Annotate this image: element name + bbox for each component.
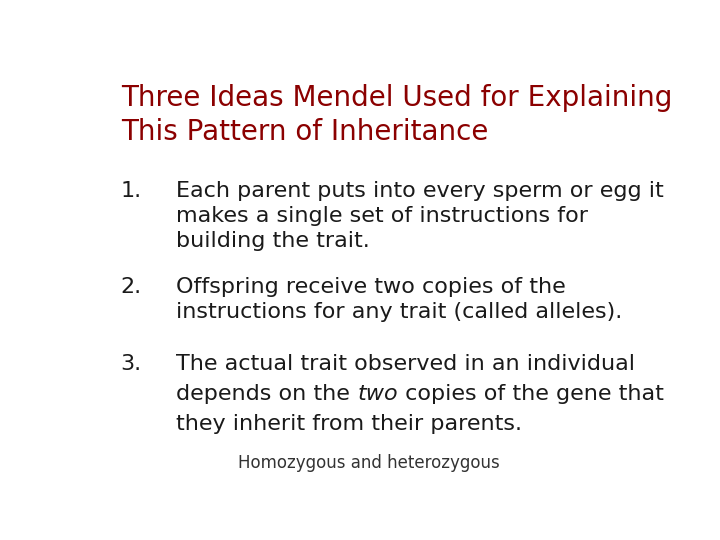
Text: Each parent puts into every sperm or egg it
makes a single set of instructions f: Each parent puts into every sperm or egg… <box>176 181 665 251</box>
Text: Homozygous and heterozygous: Homozygous and heterozygous <box>238 454 500 471</box>
Text: two: two <box>358 384 398 404</box>
Text: Three Ideas Mendel Used for Explaining
This Pattern of Inheritance: Three Ideas Mendel Used for Explaining T… <box>121 84 672 146</box>
Text: copies of the gene that: copies of the gene that <box>398 384 664 404</box>
Text: they inherit from their parents.: they inherit from their parents. <box>176 414 523 434</box>
Text: Offspring receive two copies of the
instructions for any trait (called alleles).: Offspring receive two copies of the inst… <box>176 277 623 322</box>
Text: The actual trait observed in an individual: The actual trait observed in an individu… <box>176 354 636 374</box>
Text: 1.: 1. <box>121 181 142 201</box>
Text: 2.: 2. <box>121 277 142 297</box>
Text: 3.: 3. <box>121 354 142 374</box>
Text: depends on the: depends on the <box>176 384 358 404</box>
